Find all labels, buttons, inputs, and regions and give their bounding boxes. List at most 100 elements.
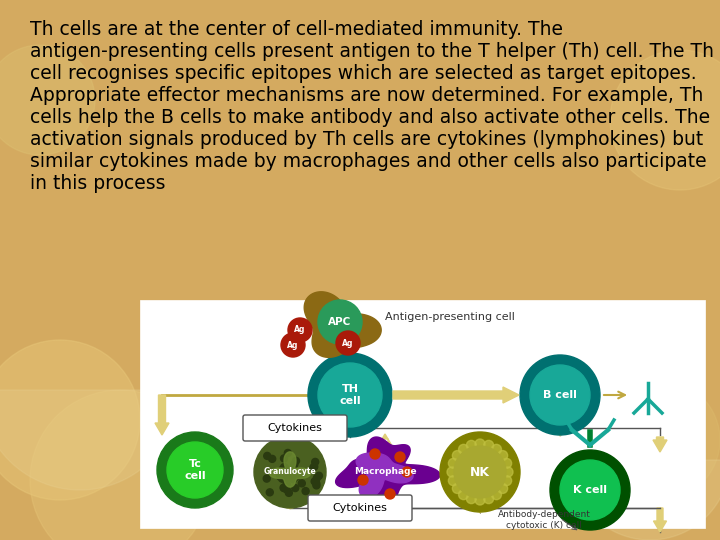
- FancyBboxPatch shape: [243, 415, 347, 441]
- Circle shape: [157, 432, 233, 508]
- Circle shape: [298, 480, 305, 487]
- Text: Granulocyte: Granulocyte: [264, 468, 316, 476]
- Circle shape: [503, 467, 513, 477]
- Circle shape: [283, 466, 290, 473]
- Circle shape: [484, 441, 494, 450]
- Circle shape: [283, 486, 290, 493]
- Circle shape: [610, 50, 720, 190]
- Circle shape: [276, 473, 284, 480]
- Circle shape: [440, 432, 520, 512]
- Text: Macrophage: Macrophage: [354, 468, 416, 476]
- Circle shape: [254, 436, 326, 508]
- Circle shape: [600, 380, 720, 500]
- Circle shape: [492, 444, 501, 454]
- Circle shape: [498, 483, 508, 494]
- Circle shape: [530, 365, 590, 425]
- Polygon shape: [305, 292, 381, 357]
- Circle shape: [284, 449, 292, 456]
- Circle shape: [280, 484, 287, 491]
- FancyArrow shape: [474, 502, 487, 513]
- Circle shape: [266, 489, 274, 496]
- Text: Cytokines: Cytokines: [333, 503, 387, 513]
- Circle shape: [264, 475, 270, 482]
- Circle shape: [308, 353, 392, 437]
- Circle shape: [550, 450, 630, 530]
- FancyArrow shape: [379, 495, 392, 516]
- Text: Th cells are at the center of cell-mediated immunity. The antigen-presenting cel: Th cells are at the center of cell-media…: [30, 20, 714, 193]
- Circle shape: [290, 475, 297, 482]
- Circle shape: [0, 45, 95, 155]
- Circle shape: [313, 475, 320, 481]
- Circle shape: [502, 476, 512, 485]
- Circle shape: [467, 494, 477, 504]
- Circle shape: [520, 355, 600, 435]
- Circle shape: [475, 439, 485, 449]
- Bar: [140, 300, 705, 528]
- Polygon shape: [269, 452, 310, 487]
- Circle shape: [385, 489, 395, 499]
- Text: Tc
cell: Tc cell: [184, 459, 206, 481]
- Polygon shape: [356, 453, 413, 498]
- Circle shape: [167, 442, 223, 498]
- FancyArrow shape: [653, 437, 667, 452]
- Circle shape: [284, 474, 292, 481]
- Circle shape: [288, 318, 312, 342]
- Circle shape: [0, 340, 140, 500]
- Circle shape: [459, 444, 469, 454]
- Circle shape: [292, 484, 299, 491]
- Circle shape: [298, 472, 305, 479]
- Circle shape: [449, 476, 459, 485]
- Circle shape: [402, 467, 412, 477]
- Circle shape: [313, 482, 320, 489]
- Circle shape: [281, 485, 288, 492]
- Text: K cell: K cell: [573, 485, 607, 495]
- Text: Antigen-presenting cell: Antigen-presenting cell: [385, 312, 515, 322]
- FancyArrow shape: [379, 434, 392, 445]
- Circle shape: [294, 473, 300, 480]
- Circle shape: [498, 450, 508, 461]
- Text: NK: NK: [470, 465, 490, 478]
- Circle shape: [281, 333, 305, 357]
- Circle shape: [452, 483, 462, 494]
- Text: Ag: Ag: [294, 326, 306, 334]
- Circle shape: [281, 455, 287, 462]
- Text: Antibody-dependent
cytotoxic (K) cell: Antibody-dependent cytotoxic (K) cell: [498, 510, 591, 530]
- Circle shape: [279, 475, 286, 482]
- FancyArrow shape: [654, 508, 667, 532]
- Circle shape: [336, 331, 360, 355]
- Circle shape: [447, 467, 457, 477]
- Circle shape: [312, 458, 319, 465]
- FancyArrow shape: [393, 387, 519, 403]
- Circle shape: [358, 475, 368, 485]
- Circle shape: [30, 390, 210, 540]
- Circle shape: [264, 453, 271, 460]
- Circle shape: [502, 458, 512, 468]
- Circle shape: [452, 450, 462, 461]
- Circle shape: [318, 300, 362, 344]
- Circle shape: [285, 489, 292, 496]
- FancyArrow shape: [474, 434, 487, 445]
- Circle shape: [283, 481, 290, 488]
- FancyArrow shape: [284, 434, 297, 445]
- Circle shape: [449, 458, 459, 468]
- Text: Cytokines: Cytokines: [268, 423, 323, 433]
- Circle shape: [484, 494, 494, 504]
- Polygon shape: [0, 390, 180, 490]
- Text: TH
cell: TH cell: [339, 384, 361, 406]
- Polygon shape: [570, 460, 720, 540]
- Circle shape: [454, 446, 506, 498]
- Circle shape: [291, 461, 298, 468]
- Text: B cell: B cell: [543, 390, 577, 400]
- Text: APC: APC: [328, 317, 351, 327]
- Polygon shape: [336, 437, 440, 516]
- FancyArrow shape: [155, 395, 169, 435]
- Circle shape: [292, 457, 300, 464]
- Circle shape: [459, 490, 469, 500]
- Circle shape: [467, 441, 477, 450]
- Circle shape: [560, 460, 620, 520]
- FancyBboxPatch shape: [308, 495, 412, 521]
- Circle shape: [492, 490, 501, 500]
- Circle shape: [318, 363, 382, 427]
- Circle shape: [302, 488, 309, 495]
- Circle shape: [312, 480, 320, 487]
